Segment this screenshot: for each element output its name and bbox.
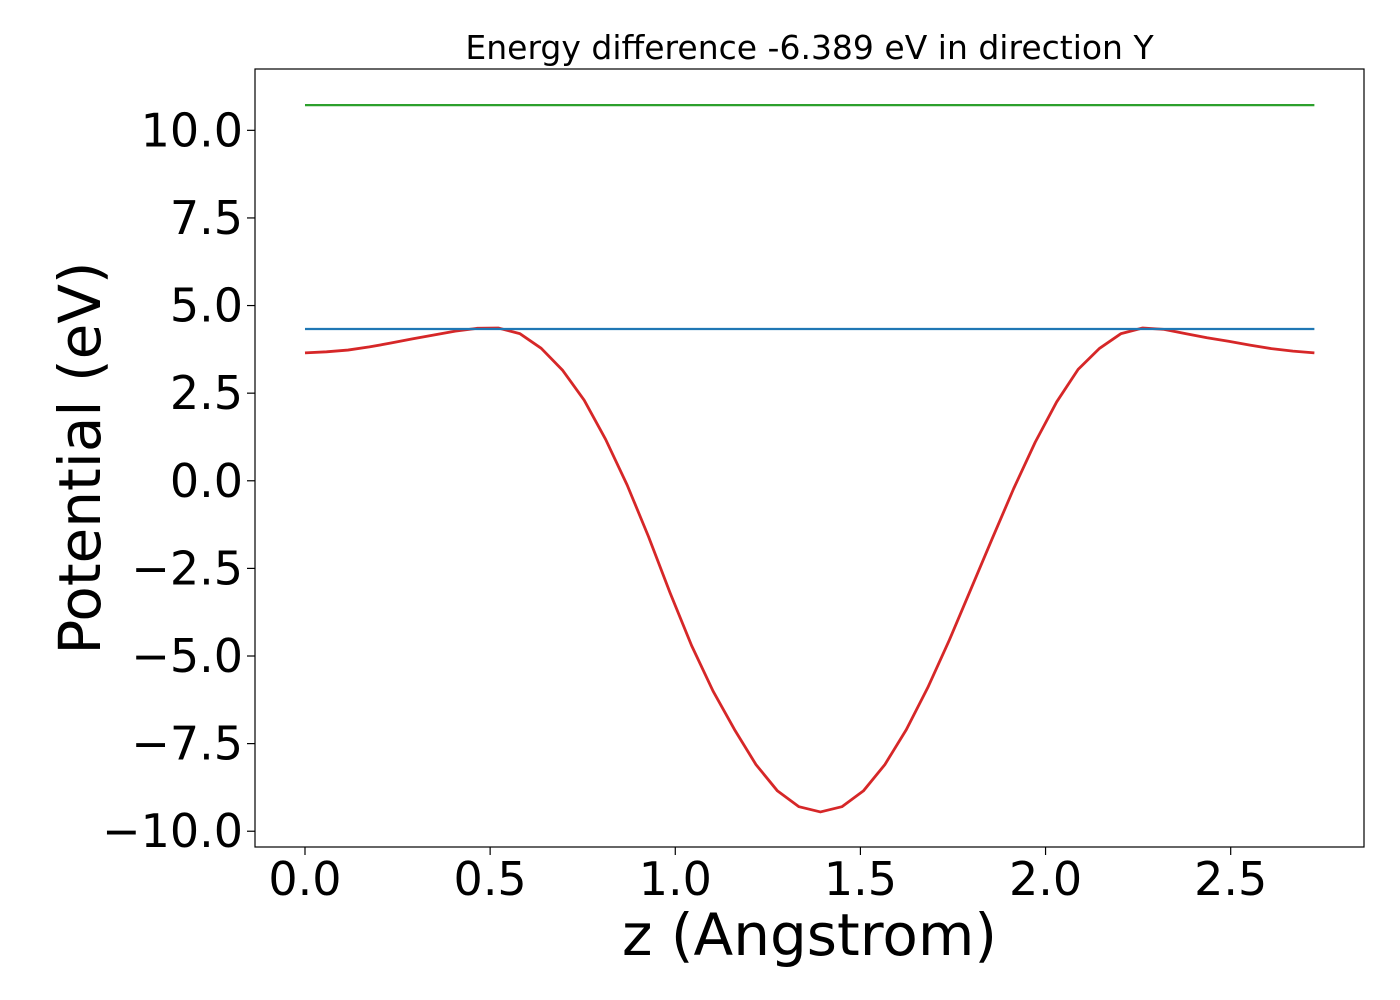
y-tick-label: −10.0 [102, 804, 243, 858]
y-tick-label: −2.5 [131, 541, 243, 595]
x-tick-label: 2.5 [1194, 852, 1267, 906]
x-tick-label: 2.0 [1009, 852, 1082, 906]
y-tick-label: 5.0 [170, 279, 243, 333]
y-tick-label: −5.0 [131, 629, 243, 683]
x-tick-label: 1.0 [639, 852, 712, 906]
x-tick-label: 0.5 [454, 852, 527, 906]
plot-frame [254, 68, 1365, 848]
x-tick-label: 1.5 [824, 852, 897, 906]
chart-title: Energy difference -6.389 eV in direction… [465, 28, 1154, 67]
x-axis-label: z (Angstrom) [622, 901, 997, 969]
y-tick-label: −7.5 [131, 717, 243, 771]
y-tick-label: 7.5 [170, 191, 243, 245]
y-axis-label: Potential (eV) [46, 261, 114, 654]
y-axis: −10.0 −7.5 −5.0 −2.5 0.0 2.5 5.0 7.5 10.0 [102, 103, 255, 858]
y-tick-label: 0.0 [170, 454, 243, 508]
series-layer [304, 103, 1315, 814]
x-axis: 0.0 0.5 1.0 1.5 2.0 2.5 [268, 847, 1267, 906]
y-tick-label: 10.0 [141, 103, 243, 157]
y-tick-label: 2.5 [170, 366, 243, 420]
x-tick-label: 0.0 [268, 852, 341, 906]
